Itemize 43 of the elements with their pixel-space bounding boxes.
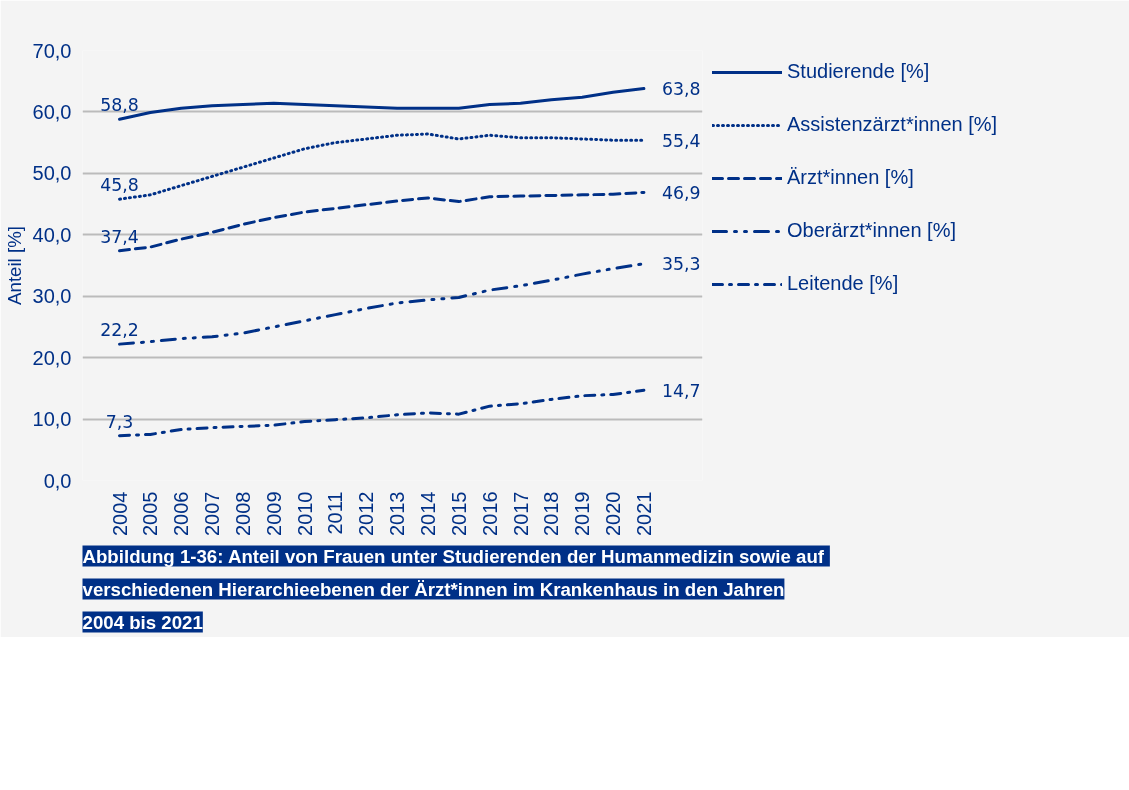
x-tick-label: 2004 (108, 491, 131, 536)
x-tick-label: 2018 (540, 491, 563, 536)
x-tick-label: 2019 (571, 491, 594, 536)
x-tick-label: 2015 (447, 491, 470, 536)
text: Abbildung 1-36: Anteil von Frauen unter Studierenden der Humanmedizin sowie auf verschiedenen Hierarchieebenen der Ärzt*innen im Krankenhaus in den Jahren 2004 bis 2021 (82, 545, 825, 633)
y-tick-label: 30,0 (32, 285, 72, 308)
data-label: 58,8 (100, 95, 139, 116)
x-tick-label: 2021 (632, 491, 655, 536)
y-tick-label: 10,0 (32, 408, 72, 431)
data-label: 46,9 (661, 182, 701, 203)
x-tick-label: 2013 (386, 491, 409, 536)
x-tick-label: 2016 (478, 491, 501, 536)
x-tick-label: 2009 (262, 491, 285, 536)
data-label: 45,8 (100, 175, 139, 196)
data-label: 22,2 (100, 320, 139, 341)
x-tick-label: 2017 (509, 491, 532, 536)
y-tick-label: 60,0 (32, 100, 72, 123)
legend-label: Ärzt*innen [%] (787, 166, 914, 189)
data-label: 7,3 (105, 411, 134, 432)
y-tick-label: 70,0 (32, 39, 72, 62)
x-tick-label: 2012 (355, 491, 378, 536)
x-tick-label: 2010 (293, 491, 316, 536)
y-tick-label: 20,0 (32, 346, 72, 369)
x-tick-label: 2006 (170, 491, 193, 536)
x-tick-label: 2014 (416, 491, 439, 536)
x-tick-label: 2008 (231, 491, 254, 536)
x-tick-label: 2007 (201, 491, 224, 536)
y-tick-label: 50,0 (32, 162, 72, 185)
data-label: 63,8 (661, 79, 701, 100)
legend-label: Leitende [%] (787, 272, 899, 295)
data-label: 35,3 (661, 254, 701, 275)
y-tick-label: 40,0 (32, 223, 72, 246)
legend-label: Oberärzt*innen [%] (787, 219, 956, 242)
y-tick-label: 0,0 (43, 469, 72, 492)
x-tick-label: 2005 (139, 491, 162, 536)
data-label: 37,4 (100, 226, 139, 247)
data-label: 55,4 (661, 130, 701, 151)
x-tick-label: 2011 (324, 491, 347, 535)
legend-label: Assistenzärzt*innen [%] (787, 113, 998, 136)
data-label: 14,7 (661, 380, 701, 401)
x-tick-label: 2020 (602, 491, 625, 536)
y-axis-title: Anteil [%] (3, 226, 25, 305)
legend-label: Studierende [%] (787, 60, 930, 83)
